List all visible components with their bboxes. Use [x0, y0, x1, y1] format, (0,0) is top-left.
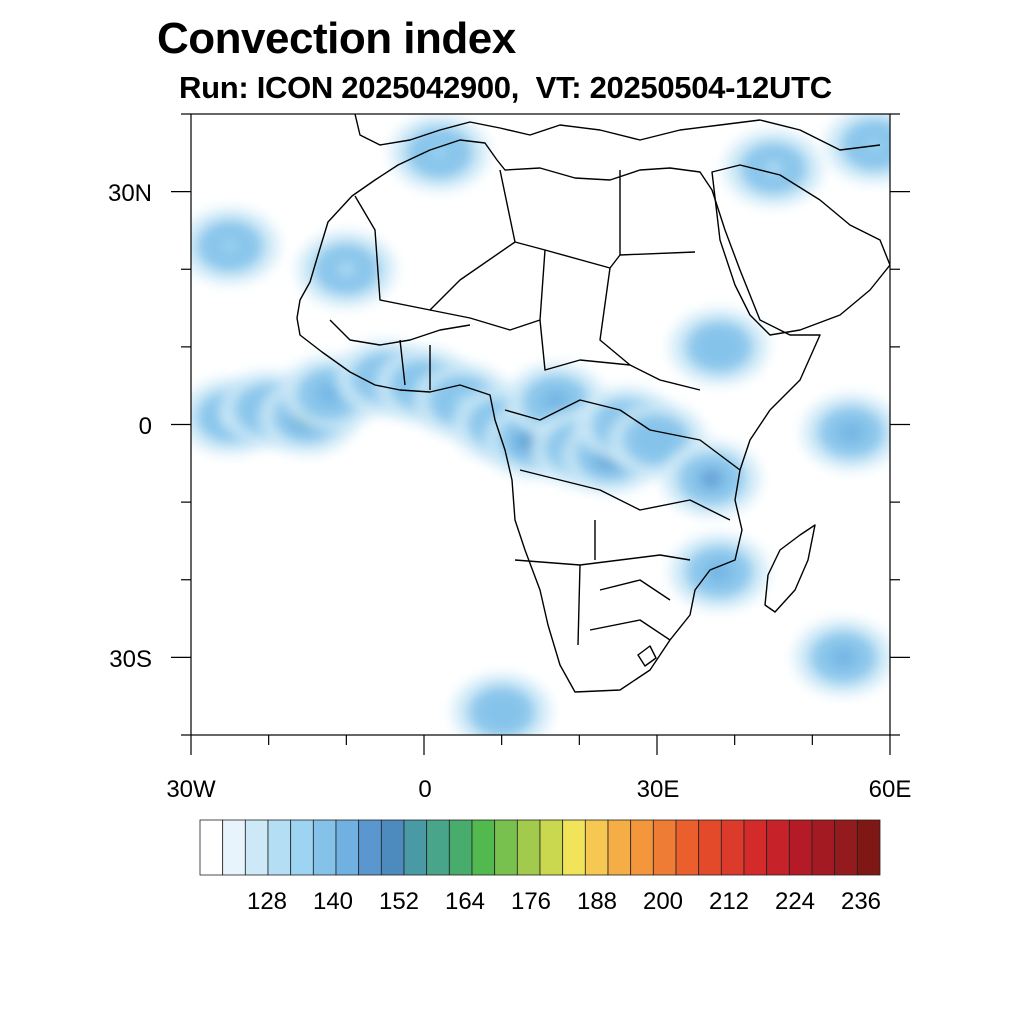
colorbar-label: 212 [708, 888, 750, 915]
colorbar-swatch [698, 819, 722, 876]
europe-coastline [354, 114, 881, 151]
colorbar-swatch [244, 819, 269, 876]
lesotho-border [637, 645, 657, 667]
colorbar-swatch [562, 819, 586, 876]
colorbar-swatch [788, 819, 813, 876]
lat-label-30s: 30S [109, 646, 152, 673]
country-border [354, 195, 696, 311]
colorbar [199, 819, 881, 876]
lon-label-30w: 30W [166, 776, 216, 803]
lon-label-0: 0 [418, 776, 432, 803]
lon-label-30e: 30E [636, 776, 680, 803]
convection-cell [219, 237, 241, 254]
colorbar-swatch [335, 819, 360, 876]
colorbar-swatch [516, 819, 541, 876]
axis-ticks [171, 113, 910, 755]
madagascar-coastline [764, 524, 816, 613]
convection-cell [545, 393, 567, 410]
colorbar-swatch [607, 819, 632, 876]
colorbar-swatch [675, 819, 700, 876]
colorbar-label: 236 [840, 888, 882, 915]
colorbar-swatch [811, 819, 836, 876]
convection-cell [840, 424, 862, 441]
convection-cell [320, 385, 342, 402]
colorbar-swatch [358, 819, 382, 876]
country-border [599, 170, 631, 366]
colorbar-swatch [267, 819, 292, 876]
country-border [504, 399, 741, 471]
colorbar-label: 152 [378, 888, 420, 915]
convection-cell [335, 261, 357, 278]
africa-coastline [296, 139, 821, 693]
colorbar-label: 140 [312, 888, 354, 915]
colorbar-label: 164 [444, 888, 486, 915]
colorbar-swatch [494, 819, 518, 876]
colorbar-swatch [584, 819, 609, 876]
colorbar-swatch [199, 819, 224, 876]
colorbar-label: 200 [642, 888, 684, 915]
colorbar-swatch [380, 819, 405, 876]
colorbar-swatch [426, 819, 450, 876]
colorbar-swatch [766, 819, 790, 876]
convection-cell [708, 338, 730, 355]
colorbar-swatch [652, 819, 677, 876]
colorbar-swatch [834, 819, 858, 876]
colorbar-swatch [539, 819, 564, 876]
map-title: Convection index [157, 14, 516, 63]
colorbar-label: 188 [576, 888, 618, 915]
convection-cell [491, 703, 513, 720]
convection-field [191, 114, 890, 735]
map-subtitle: Run: ICON 2025042900, VT: 20250504-12UTC [179, 70, 832, 105]
colorbar-swatch [222, 819, 246, 876]
country-border [519, 469, 731, 521]
convection-cell [646, 432, 668, 449]
convection-cell [700, 470, 722, 487]
lat-label-30n: 30N [107, 180, 152, 207]
colorbar-swatch [856, 819, 881, 876]
country-border [429, 169, 546, 331]
coastlines-and-borders [296, 114, 890, 693]
colorbar-swatch [312, 819, 337, 876]
colorbar-swatch [471, 819, 496, 876]
colorbar-label: 128 [246, 888, 288, 915]
colorbar-swatch [290, 819, 314, 876]
country-border [539, 319, 701, 391]
colorbar-swatch [403, 819, 428, 876]
country-border [329, 319, 471, 390]
colorbar-swatch [630, 819, 654, 876]
colorbar-label: 176 [510, 888, 552, 915]
convection-cell [833, 649, 854, 666]
colorbar-swatch [448, 819, 473, 876]
lat-label-0: 0 [138, 413, 152, 440]
arabia-coastline [711, 164, 890, 336]
lon-label-60e: 60E [868, 776, 912, 803]
country-border [514, 520, 691, 646]
country-border [589, 579, 671, 641]
colorbar-swatch [720, 819, 745, 876]
colorbar-swatch [743, 819, 768, 876]
colorbar-label: 224 [774, 888, 816, 915]
